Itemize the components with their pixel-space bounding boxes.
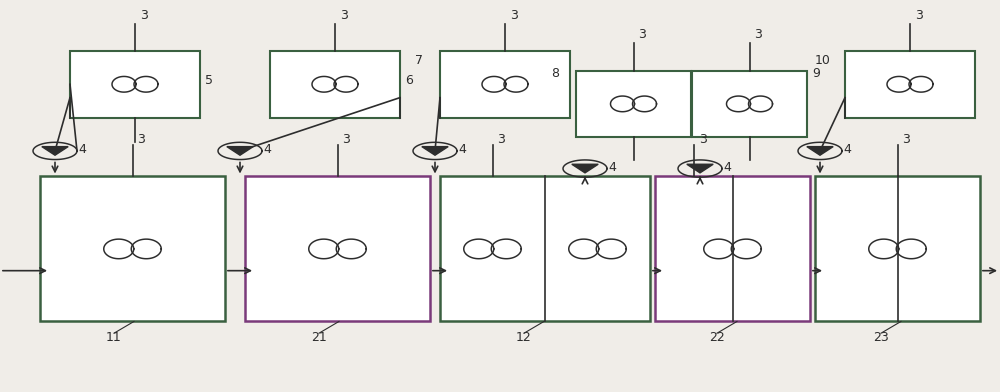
FancyBboxPatch shape	[576, 71, 691, 137]
Text: 3: 3	[755, 28, 762, 41]
Text: 3: 3	[510, 9, 518, 22]
Text: 5: 5	[205, 74, 213, 87]
FancyBboxPatch shape	[845, 51, 975, 118]
Text: 3: 3	[140, 9, 148, 22]
Text: 7: 7	[415, 54, 423, 67]
Text: 6: 6	[405, 74, 413, 87]
Text: 4: 4	[458, 143, 466, 156]
Text: 11: 11	[106, 331, 122, 344]
Text: 4: 4	[843, 143, 851, 156]
Text: 21: 21	[311, 331, 327, 344]
Polygon shape	[687, 164, 713, 173]
Polygon shape	[572, 164, 598, 173]
Text: 3: 3	[639, 28, 646, 41]
Text: 3: 3	[138, 133, 145, 146]
Text: 3: 3	[915, 9, 923, 22]
Text: 4: 4	[78, 143, 86, 156]
Text: 12: 12	[516, 331, 532, 344]
Text: 3: 3	[498, 133, 505, 146]
FancyBboxPatch shape	[40, 176, 225, 321]
FancyBboxPatch shape	[655, 176, 810, 321]
FancyBboxPatch shape	[440, 176, 650, 321]
Text: 4: 4	[608, 160, 616, 174]
Text: 3: 3	[340, 9, 348, 22]
Text: 22: 22	[709, 331, 725, 344]
Text: 8: 8	[551, 67, 559, 80]
Text: 3: 3	[699, 133, 707, 146]
Polygon shape	[807, 147, 833, 155]
FancyBboxPatch shape	[70, 51, 200, 118]
Text: 10: 10	[815, 54, 831, 67]
Polygon shape	[227, 147, 253, 155]
FancyBboxPatch shape	[440, 51, 570, 118]
FancyBboxPatch shape	[270, 51, 400, 118]
Text: 3: 3	[902, 133, 910, 146]
FancyBboxPatch shape	[815, 176, 980, 321]
FancyBboxPatch shape	[692, 71, 807, 137]
Text: 4: 4	[263, 143, 271, 156]
Polygon shape	[422, 147, 448, 155]
Text: 3: 3	[342, 133, 350, 146]
Text: 4: 4	[723, 160, 731, 174]
Polygon shape	[42, 147, 68, 155]
Text: 23: 23	[873, 331, 889, 344]
Text: 9: 9	[812, 67, 820, 80]
FancyBboxPatch shape	[245, 176, 430, 321]
